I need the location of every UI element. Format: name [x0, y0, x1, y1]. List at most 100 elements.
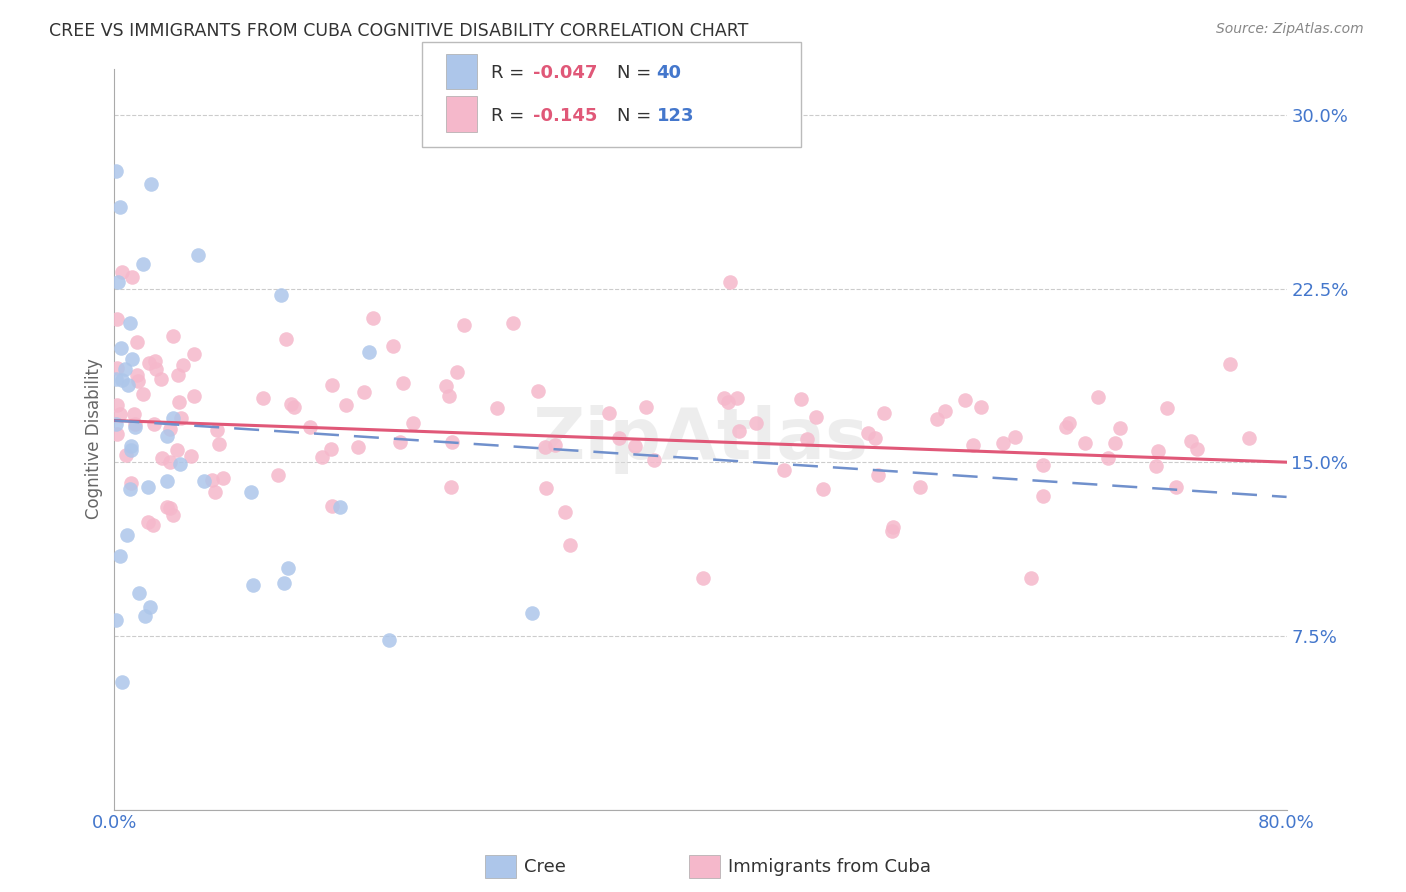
Point: [953, 392, 976, 407]
Text: N =: N =: [617, 64, 657, 82]
Point: [139, 178, 162, 192]
Point: [110, 341, 132, 355]
Point: [745, 416, 768, 430]
Point: [520, 606, 543, 620]
Point: [382, 339, 405, 353]
Point: [796, 433, 818, 447]
Point: [120, 439, 142, 453]
Point: [169, 457, 191, 471]
Point: [319, 442, 342, 456]
Point: [118, 316, 141, 330]
Point: [124, 419, 146, 434]
Point: [242, 578, 264, 592]
Point: [934, 403, 956, 417]
Point: [856, 426, 879, 441]
Point: [136, 480, 159, 494]
Point: [118, 482, 141, 496]
Point: [389, 435, 412, 450]
Point: [124, 417, 146, 432]
Point: [127, 334, 149, 349]
Point: [378, 632, 401, 647]
Point: [391, 376, 413, 390]
Point: [728, 425, 751, 439]
Point: [1144, 458, 1167, 473]
Point: [110, 408, 132, 422]
Text: R =: R =: [491, 107, 530, 125]
Point: [277, 561, 299, 575]
Point: [273, 576, 295, 591]
Point: [120, 442, 142, 457]
Point: [1237, 431, 1260, 445]
Point: [643, 453, 665, 467]
Point: [105, 312, 128, 326]
Point: [156, 474, 179, 488]
Point: [162, 328, 184, 343]
Point: [536, 481, 558, 495]
Point: [357, 345, 380, 359]
Point: [1032, 489, 1054, 503]
Point: [128, 586, 150, 600]
Point: [131, 257, 153, 271]
Point: [882, 519, 904, 533]
Point: [105, 398, 128, 412]
Point: [159, 454, 181, 468]
Point: [125, 368, 148, 382]
Text: 40: 40: [657, 64, 682, 82]
Point: [166, 368, 188, 383]
Point: [172, 358, 194, 372]
Point: [804, 409, 827, 424]
Text: Source: ZipAtlas.com: Source: ZipAtlas.com: [1216, 22, 1364, 37]
Point: [446, 365, 468, 379]
Point: [139, 600, 162, 615]
Point: [811, 482, 834, 496]
Point: [156, 429, 179, 443]
Point: [280, 397, 302, 411]
Point: [607, 431, 630, 445]
Point: [107, 275, 129, 289]
Text: Cree: Cree: [524, 858, 567, 876]
Point: [162, 508, 184, 523]
Point: [1180, 434, 1202, 448]
Point: [104, 164, 127, 178]
Point: [162, 411, 184, 425]
Point: [132, 387, 155, 401]
Point: [145, 362, 167, 376]
Point: [111, 675, 134, 690]
Point: [1054, 420, 1077, 434]
Point: [142, 417, 165, 432]
Point: [1097, 450, 1119, 465]
Point: [1219, 357, 1241, 371]
Point: [239, 484, 262, 499]
Point: [598, 406, 620, 420]
Point: [111, 265, 134, 279]
Point: [692, 571, 714, 585]
Point: [104, 372, 127, 386]
Point: [437, 389, 460, 403]
Point: [882, 524, 904, 538]
Point: [434, 379, 457, 393]
Point: [187, 248, 209, 262]
Point: [124, 407, 146, 421]
Text: Immigrants from Cuba: Immigrants from Cuba: [728, 858, 931, 876]
Point: [773, 463, 796, 477]
Point: [283, 401, 305, 415]
Point: [1104, 436, 1126, 450]
Point: [121, 269, 143, 284]
Point: [138, 356, 160, 370]
Point: [183, 388, 205, 402]
Point: [205, 423, 228, 437]
Point: [108, 549, 131, 564]
Point: [353, 385, 375, 400]
Point: [159, 500, 181, 515]
Point: [105, 427, 128, 442]
Point: [105, 417, 128, 431]
Point: [121, 352, 143, 367]
Y-axis label: Cognitive Disability: Cognitive Disability: [86, 359, 103, 519]
Point: [485, 401, 508, 415]
Point: [183, 347, 205, 361]
Point: [115, 528, 138, 542]
Point: [299, 420, 322, 434]
Text: -0.047: -0.047: [533, 64, 598, 82]
Point: [1164, 480, 1187, 494]
Point: [180, 450, 202, 464]
